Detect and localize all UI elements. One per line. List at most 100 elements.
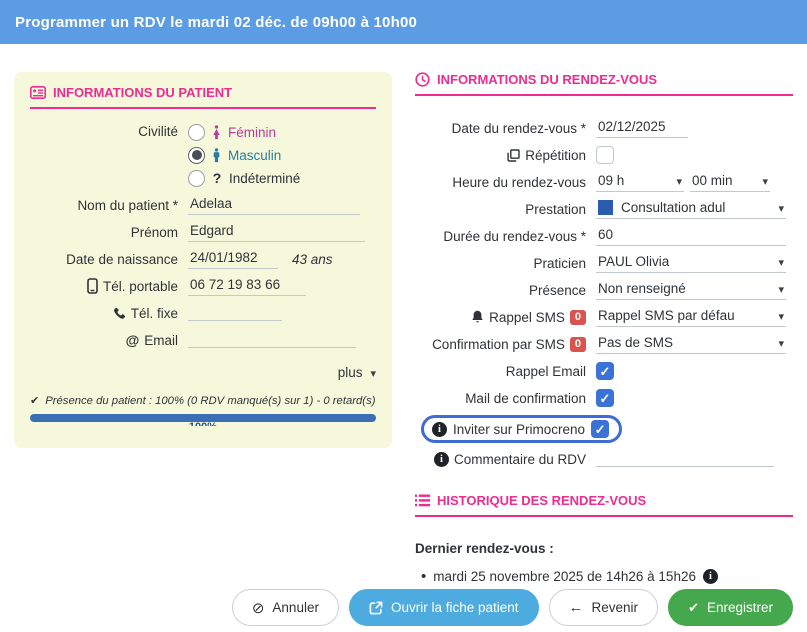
civilite-row: Civilité Féminin Masculin xyxy=(30,122,376,188)
id-card-icon xyxy=(30,86,46,99)
duree-row: Durée du rendez-vous * 60 xyxy=(415,226,793,246)
male-icon xyxy=(213,147,220,162)
email-input[interactable] xyxy=(188,332,356,348)
rappel-sms-badge: 0 xyxy=(569,309,586,325)
copy-icon xyxy=(507,148,520,162)
nom-row: Nom du patient * Adelaa xyxy=(30,195,376,215)
naissance-input[interactable]: 24/01/1982 xyxy=(188,250,278,269)
email-label: @ Email xyxy=(125,332,178,348)
info-icon[interactable] xyxy=(702,569,718,584)
mail-confirmation-row: Mail de confirmation xyxy=(415,388,793,408)
chevron-down-icon xyxy=(670,173,682,188)
question-mark-icon: ? xyxy=(212,170,222,186)
check-icon xyxy=(30,394,39,407)
history-header: HISTORIQUE DES RENDEZ-VOUS xyxy=(415,493,793,508)
bell-icon xyxy=(472,310,483,323)
female-icon xyxy=(213,124,220,139)
tel-fixe-input[interactable] xyxy=(188,305,282,321)
tel-fixe-row: Tél. fixe xyxy=(30,303,376,323)
patient-panel-title: INFORMATIONS DU PATIENT xyxy=(53,85,233,100)
repetition-row: Répétition xyxy=(415,145,793,165)
save-button[interactable]: Enregistrer xyxy=(668,589,793,626)
cancel-button[interactable]: Annuler xyxy=(231,589,339,626)
heure-label: Heure du rendez-vous xyxy=(452,174,586,190)
prenom-row: Prénom Edgard xyxy=(30,222,376,242)
duree-input[interactable]: 60 xyxy=(596,227,786,246)
tel-portable-input[interactable]: 06 72 19 83 66 xyxy=(188,277,306,296)
primocreno-checkbox[interactable] xyxy=(591,420,610,438)
last-rdv-label: Dernier rendez-vous : xyxy=(415,541,554,556)
commentaire-input[interactable] xyxy=(596,451,774,467)
rappel-email-row: Rappel Email xyxy=(415,361,793,381)
commentaire-row: Commentaire du RDV xyxy=(415,449,793,469)
bullet-icon xyxy=(421,568,426,585)
gender-option-masculin[interactable]: Masculin xyxy=(188,145,300,165)
presence-row: Présence Non renseigné xyxy=(415,280,793,300)
history-entry-text: mardi 25 novembre 2025 de 14h26 à 15h26 xyxy=(433,569,696,584)
presence-summary: Présence du patient : 100% (0 RDV manqué… xyxy=(30,394,376,407)
rappel-sms-row: Rappel SMS 0 Rappel SMS par défau xyxy=(415,307,793,327)
civilite-label: Civilité xyxy=(138,124,178,139)
pink-rule xyxy=(415,94,793,96)
rappel-sms-label: Rappel SMS 0 xyxy=(415,309,596,325)
external-link-icon xyxy=(369,601,383,614)
open-patient-file-button[interactable]: Ouvrir la fiche patient xyxy=(348,589,539,626)
rdv-panel-title: INFORMATIONS DU RENDEZ-VOUS xyxy=(437,72,658,87)
gender-option-indetermine[interactable]: ? Indéterminé xyxy=(188,168,300,188)
duree-label: Durée du rendez-vous * xyxy=(443,228,586,244)
email-row: @ Email xyxy=(30,330,376,350)
pink-rule xyxy=(30,107,376,109)
confirmation-sms-row: Confirmation par SMS 0 Pas de SMS xyxy=(415,334,793,354)
footer-actions: Annuler Ouvrir la fiche patient Revenir … xyxy=(0,589,807,626)
presence-select[interactable]: Non renseigné xyxy=(596,281,786,300)
phone-handset-icon xyxy=(113,307,125,319)
prenom-label: Prénom xyxy=(130,224,178,240)
heure-row: Heure du rendez-vous 09 h 00 min xyxy=(415,172,793,192)
check-icon xyxy=(688,600,699,616)
radio-indetermine[interactable] xyxy=(188,169,205,187)
cancel-icon xyxy=(252,599,265,617)
mail-confirmation-label: Mail de confirmation xyxy=(465,390,586,406)
pink-rule xyxy=(415,515,793,517)
nom-input[interactable]: Adelaa xyxy=(188,196,360,215)
rappel-email-label: Rappel Email xyxy=(505,363,586,379)
radio-feminin[interactable] xyxy=(188,123,205,141)
back-button[interactable]: Revenir xyxy=(548,589,659,626)
info-icon xyxy=(432,421,447,437)
chevron-down-icon xyxy=(756,173,768,188)
plus-label: plus xyxy=(337,365,363,380)
rdv-date-label: Date du rendez-vous * xyxy=(451,120,586,136)
minute-select[interactable]: 00 min xyxy=(690,173,770,192)
confirmation-sms-label: Confirmation par SMS 0 xyxy=(415,336,596,352)
patient-info-panel: INFORMATIONS DU PATIENT Civilité Féminin xyxy=(14,72,392,448)
tel-portable-label: Tél. portable xyxy=(30,278,188,294)
age-text: 43 ans xyxy=(292,251,333,267)
prenom-input[interactable]: Edgard xyxy=(188,223,365,242)
presence-label: Présence xyxy=(528,282,586,298)
gender-option-feminin[interactable]: Féminin xyxy=(188,122,300,142)
back-arrow-icon xyxy=(569,599,584,616)
mobile-phone-icon xyxy=(87,278,98,294)
primocreno-highlight-pill[interactable]: Inviter sur Primocreno xyxy=(421,415,623,443)
rappel-sms-select[interactable]: Rappel SMS par défau xyxy=(596,308,786,327)
chevron-down-icon xyxy=(772,335,784,350)
confirmation-sms-badge: 0 xyxy=(569,336,586,352)
plus-toggle[interactable]: plus xyxy=(30,365,376,380)
prestation-select[interactable]: Consultation adul xyxy=(596,199,786,219)
presence-progress-label: 100% xyxy=(30,422,376,426)
hour-select[interactable]: 09 h xyxy=(596,173,684,192)
rappel-email-checkbox[interactable] xyxy=(596,362,614,380)
confirmation-sms-select[interactable]: Pas de SMS xyxy=(596,335,786,354)
radio-masculin[interactable] xyxy=(188,146,205,164)
mail-confirmation-checkbox[interactable] xyxy=(596,389,614,407)
repetition-checkbox[interactable] xyxy=(596,146,614,164)
rdv-date-input[interactable]: 02/12/2025 xyxy=(596,119,688,138)
presence-summary-text: Présence du patient : 100% (0 RDV manqué… xyxy=(45,394,376,407)
commentaire-label: Commentaire du RDV xyxy=(415,451,596,467)
primocreno-row: Inviter sur Primocreno xyxy=(415,415,793,443)
gender-label-feminin: Féminin xyxy=(228,124,277,140)
praticien-select[interactable]: PAUL Olivia xyxy=(596,254,786,273)
chevron-down-icon xyxy=(772,254,784,269)
history-entry: mardi 25 novembre 2025 de 14h26 à 15h26 xyxy=(421,568,793,585)
chevron-down-icon xyxy=(364,365,376,380)
